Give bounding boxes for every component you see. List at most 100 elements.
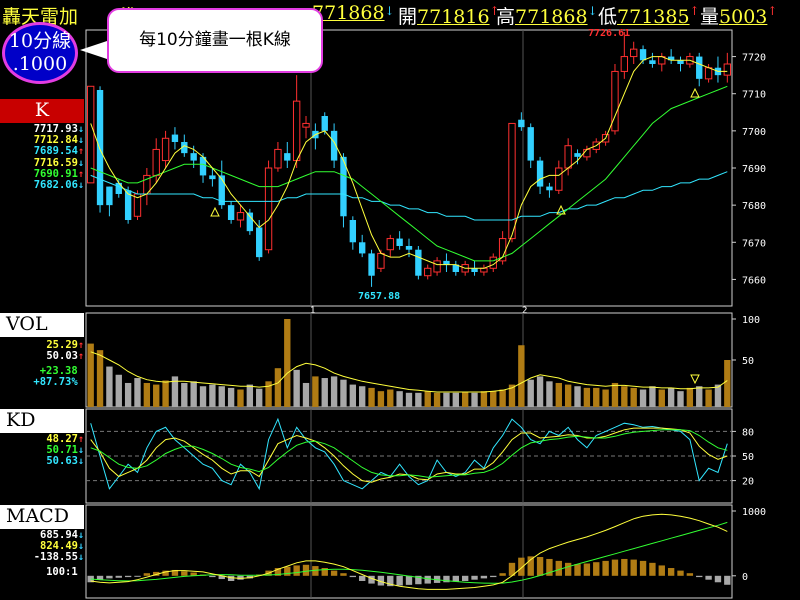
vol-panel-label[interactable]: VOL [0, 313, 84, 337]
macd-dif-line [90, 513, 728, 590]
candle-body-down [396, 238, 403, 246]
macd-osc-bar [246, 575, 254, 579]
candle-body-down [405, 246, 413, 250]
volume-bar [396, 391, 403, 407]
volume-bar [218, 386, 225, 407]
volume-bar [686, 387, 694, 407]
volume-bar [564, 384, 572, 407]
candle-body-up [630, 48, 638, 58]
explanation-callout: 每10分鐘畫一根K線 [107, 8, 323, 73]
down-arrow-icon: ↓ [77, 530, 84, 541]
volume-bar [471, 392, 478, 407]
candle-body-up [386, 238, 394, 251]
macd-osc-bar [452, 575, 459, 582]
low-price: 低771385 ↑ [598, 4, 700, 28]
macd-value-3: -138.55↓ [33, 551, 84, 564]
callout-text: 每10分鐘畫一根K線 [139, 30, 291, 50]
y-tick-label-7690: 7690 [742, 164, 766, 175]
kd-line-1 [90, 417, 728, 491]
session-label-1: 1 [310, 306, 315, 316]
candle-body-down [368, 253, 375, 276]
candle-body-down [284, 153, 291, 161]
volume-bar [696, 386, 703, 407]
y-tick-label-0: 0 [742, 572, 748, 583]
macd-osc-bar [87, 575, 94, 583]
period-badge[interactable]: 10分線 .1000 [2, 22, 78, 84]
volume-bar [171, 376, 179, 407]
volume-bar [583, 387, 591, 407]
low-up-arrow-icon: ↑ [689, 4, 700, 18]
volume-bar [237, 389, 244, 407]
volume-bar [274, 368, 282, 407]
macd-osc-bar [518, 557, 525, 576]
volume-bar [424, 391, 431, 407]
y-tick-label-20: 20 [742, 477, 754, 488]
volume-bar [359, 386, 366, 407]
kd-value-1: 48.27↑ [46, 433, 84, 446]
macd-osc-bar [171, 569, 179, 576]
macd-osc-bar [209, 575, 216, 578]
macd-osc-bar [499, 573, 506, 576]
vol-value-2: 50.03↑ [46, 350, 84, 363]
volume-bar [705, 389, 712, 407]
macd-osc-bar [312, 566, 319, 576]
candle-body-up [302, 122, 310, 128]
macd-osc-bar [162, 570, 169, 576]
macd-osc-bar [639, 560, 647, 576]
volume-bar [649, 386, 656, 407]
volume-bar [302, 382, 310, 407]
vol-value-1: 25.29↑ [46, 339, 84, 352]
y-tick-label-100: 100 [742, 315, 760, 326]
macd-osc-bar [115, 575, 122, 578]
volume-bar [546, 381, 553, 407]
k-panel-label[interactable]: K [0, 99, 84, 123]
kd-value-2: 50.71↓ [46, 444, 84, 457]
macd-osc-bar [124, 575, 132, 578]
open-price: 開771816 ↑ [398, 4, 500, 28]
macd-panel-label[interactable]: MACD [0, 505, 84, 529]
macd-osc-bar [181, 571, 188, 576]
volume-bar [536, 376, 544, 407]
candle-body-down [527, 127, 534, 161]
volume-bar [667, 387, 675, 407]
candle-body-up [508, 122, 516, 240]
candle-body-down [667, 56, 675, 61]
kd-value-3: 50.63↓ [46, 455, 84, 468]
up-arrow-icon: ↑ [77, 146, 84, 157]
macd-osc-bar [284, 566, 291, 576]
candle-body-down [471, 268, 478, 272]
candle-body-down [518, 119, 525, 128]
candle-body-up [480, 267, 488, 273]
candle-body-down [209, 175, 216, 180]
candle-body-down [171, 134, 179, 142]
volume: 量5003 ↑ [700, 4, 778, 28]
macd-osc-bar [658, 565, 665, 576]
candle-body-up [377, 252, 385, 269]
macd-osc-bar [583, 563, 591, 576]
macd-value-4: 100:1 [46, 566, 78, 578]
candle-body-up [611, 70, 619, 132]
volume-bar [714, 384, 722, 407]
candle-body-down [574, 153, 581, 157]
macd-osc-bar [302, 564, 310, 576]
down-arrow-icon: ↓ [77, 552, 84, 563]
volume-bar [574, 386, 581, 407]
macd-osc-bar [677, 570, 684, 576]
macd-osc-bar [593, 562, 600, 576]
macd-osc-bar [602, 560, 609, 576]
volume-bar [321, 378, 328, 407]
kd-panel-label[interactable]: KD [0, 409, 84, 433]
macd-osc-bar [274, 568, 282, 576]
candle-body-down [536, 160, 544, 187]
period-scale: .1000 [12, 53, 68, 75]
k-value-1: 7717.93↓ [33, 123, 84, 136]
macd-osc-bar [480, 575, 488, 579]
volume-bar [405, 392, 413, 407]
macd-osc-bar [667, 568, 675, 576]
y-tick-label-50: 50 [742, 452, 754, 463]
candle-body-down [677, 60, 684, 64]
volume-signal-triangle-icon [690, 374, 700, 385]
kd-panel: 20 50 80 [85, 408, 754, 504]
candle-body-down [246, 212, 254, 232]
macd-osc-bar [527, 556, 534, 576]
